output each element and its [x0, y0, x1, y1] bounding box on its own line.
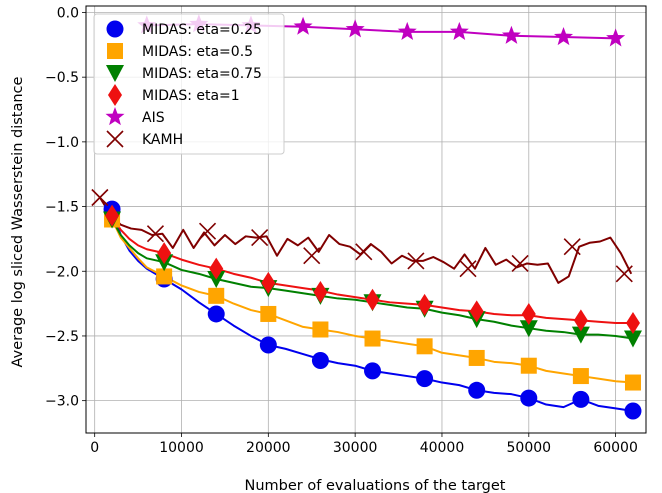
marker-midas-eta-1 — [209, 257, 224, 280]
marker-kamh — [251, 229, 269, 247]
marker-midas-eta-0-25 — [364, 362, 382, 380]
marker-ais — [345, 19, 365, 38]
marker-kamh — [91, 188, 109, 207]
y-tick-label: −2.5 — [45, 329, 79, 345]
marker-kamh — [511, 254, 529, 273]
legend-label-ais: AIS — [142, 110, 165, 126]
marker-midas-eta-0-5 — [208, 287, 225, 304]
marker-midas-eta-1 — [365, 288, 380, 311]
marker-midas-eta-0-5 — [156, 268, 173, 285]
x-tick-label: 20000 — [246, 440, 291, 456]
marker-kamh — [563, 238, 581, 256]
marker-midas-eta-0-25 — [207, 305, 225, 323]
marker-midas-eta-1 — [625, 312, 640, 335]
x-axis-label: Number of evaluations of the target — [245, 478, 506, 493]
legend-label-midas-eta-0-25: MIDAS: eta=0.25 — [142, 22, 262, 38]
legend-label-midas-eta-0-75: MIDAS: eta=0.75 — [142, 66, 262, 82]
marker-midas-eta-0-5 — [416, 338, 433, 355]
marker-midas-eta-0-25 — [572, 390, 590, 408]
x-tick-label: 0 — [90, 440, 99, 456]
marker-midas-eta-0-25 — [311, 352, 329, 370]
marker-ais — [293, 16, 313, 35]
x-tick-label: 30000 — [333, 440, 378, 456]
y-tick-label: −1.0 — [45, 135, 79, 151]
legend-box — [93, 13, 285, 155]
marker-midas-eta-0-75 — [571, 326, 590, 344]
marker-midas-eta-0-25 — [468, 381, 486, 399]
marker-ais — [449, 21, 469, 40]
y-tick-label: −3.0 — [45, 394, 79, 410]
marker-midas-eta-0-75 — [519, 320, 538, 338]
legend-label-midas-eta-1: MIDAS: eta=1 — [142, 88, 240, 104]
marker-ais — [606, 28, 626, 47]
marker-kamh — [459, 260, 477, 278]
series-line-midas-eta-0-75 — [111, 219, 634, 340]
legend-marker-kamh — [106, 130, 124, 148]
marker-midas-eta-1 — [573, 309, 588, 332]
x-tick-label: 50000 — [507, 440, 552, 456]
marker-midas-eta-0-5 — [468, 349, 485, 366]
marker-midas-eta-0-75 — [623, 330, 642, 348]
legend-marker-ais — [105, 107, 125, 126]
marker-midas-eta-1 — [469, 300, 484, 323]
legend-marker-midas-eta-0-5 — [107, 43, 123, 59]
x-tick-label: 10000 — [159, 440, 204, 456]
marker-kamh — [355, 243, 373, 261]
marker-ais — [501, 25, 521, 44]
marker-kamh — [407, 252, 425, 270]
marker-ais — [554, 27, 574, 46]
series-markers — [91, 14, 642, 420]
y-axis-label: Average log sliced Wasserstein distance — [10, 76, 26, 367]
x-tick-label: 40000 — [420, 440, 465, 456]
y-tick-label: −2.0 — [45, 264, 79, 280]
marker-midas-eta-1 — [521, 302, 536, 325]
y-axis-ticks: 0.0 −0.5 −1.0 −1.5 −2.0 −2.5 −3.0 — [45, 5, 86, 410]
marker-midas-eta-0-25 — [416, 370, 434, 388]
legend-label-midas-eta-0-5: MIDAS: eta=0.5 — [142, 44, 253, 60]
marker-kamh — [615, 265, 633, 283]
plot-frame — [85, 5, 647, 434]
y-tick-label: −0.5 — [45, 70, 79, 86]
marker-midas-eta-0-5 — [312, 321, 329, 338]
marker-kamh — [198, 222, 217, 240]
legend-marker-midas-eta-1 — [108, 84, 122, 106]
marker-midas-eta-0-5 — [364, 330, 381, 347]
marker-midas-eta-0-25 — [624, 402, 642, 420]
legend-marker-midas-eta-0-75 — [106, 65, 124, 82]
marker-midas-eta-0-5 — [572, 368, 589, 385]
marker-midas-eta-1 — [417, 293, 432, 316]
marker-kamh — [303, 247, 321, 265]
legend-marker-midas-eta-0-25 — [106, 20, 124, 38]
marker-kamh — [146, 225, 165, 243]
marker-midas-eta-0-25 — [259, 336, 277, 354]
marker-midas-eta-0-5 — [624, 374, 641, 391]
marker-midas-eta-0-5 — [260, 305, 277, 322]
y-tick-label: 0.0 — [57, 5, 79, 21]
legend: MIDAS: eta=0.25 MIDAS: eta=0.5 MIDAS: eta=… — [93, 13, 285, 155]
legend-label-kamh: KAMH — [142, 132, 183, 148]
x-axis-ticks: 0 10000 20000 30000 40000 50000 60000 — [90, 433, 638, 456]
marker-midas-eta-1 — [313, 280, 328, 303]
marker-midas-eta-0-5 — [520, 357, 537, 374]
y-tick-label: −1.5 — [45, 200, 79, 216]
marker-midas-eta-1 — [105, 204, 120, 227]
marker-ais — [397, 21, 417, 40]
x-tick-label: 60000 — [593, 440, 638, 456]
marker-midas-eta-0-25 — [520, 389, 538, 407]
marker-midas-eta-1 — [261, 271, 276, 294]
marker-midas-eta-1 — [157, 242, 172, 265]
